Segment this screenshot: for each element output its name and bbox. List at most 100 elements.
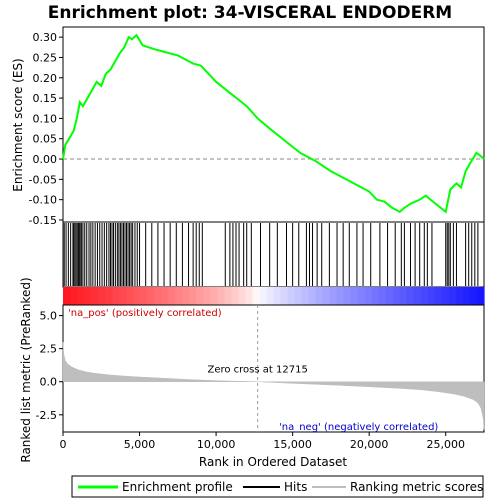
metric-panel: -2.5 0.0 2.5 5.0 Zero cross at 12715 'na_po…: [36, 304, 485, 433]
es-panel-frame: [62, 26, 485, 223]
band-segment: [112, 287, 120, 305]
band-segment: [231, 287, 240, 305]
es-tick-label: -0.10: [29, 194, 57, 207]
metric-tick-label: 2.5: [40, 343, 58, 356]
band-segment: [357, 287, 366, 305]
band-segment: [413, 287, 422, 305]
band-segment: [448, 287, 457, 305]
band-segment: [210, 287, 218, 305]
band-segment: [252, 287, 261, 305]
band-segment: [105, 287, 113, 305]
es-tick-label: 0.05: [33, 133, 58, 146]
band-segment: [91, 287, 99, 305]
pos-correlated-label: 'na_pos' (positively correlated): [68, 308, 222, 319]
x-tick-label: 20,000: [350, 438, 389, 451]
band-segment: [343, 287, 352, 305]
band-segment: [175, 287, 183, 305]
band-segment: [196, 287, 204, 305]
es-tick-label: -0.05: [29, 173, 57, 186]
legend: Enrichment profile Hits Ranking metric s…: [71, 475, 484, 498]
legend-enrichment-profile-label: Enrichment profile: [122, 480, 233, 494]
band-segment: [98, 287, 106, 305]
band-segment: [63, 287, 71, 305]
es-tick-label: 0.25: [33, 51, 58, 64]
band-segment: [392, 287, 401, 305]
es-tick-label: 0.15: [33, 92, 58, 105]
band-segment: [434, 287, 443, 305]
band-segment: [140, 287, 148, 305]
band-segment: [469, 287, 478, 305]
hits-panel: [62, 221, 485, 288]
band-segment: [287, 287, 296, 305]
band-segment: [420, 287, 429, 305]
x-axis-label: Rank in Ordered Dataset: [199, 455, 347, 469]
metric-y-axis-label: Ranked list metric (PreRanked): [19, 277, 33, 462]
band-segment: [273, 287, 282, 305]
band-segment: [84, 287, 92, 305]
band-segment: [385, 287, 394, 305]
band-segment: [441, 287, 450, 305]
band-segment: [217, 287, 225, 305]
x-tick-label: 10,000: [197, 438, 236, 451]
band-segment: [350, 287, 359, 305]
chart-title: Enrichment plot: 34-VISCERAL ENDODERM: [48, 3, 452, 23]
band-segment: [189, 287, 197, 305]
legend-ranking-metric-label: Ranking metric scores: [350, 480, 483, 494]
metric-tick-label: 0.0: [40, 376, 58, 389]
es-y-axis-label: Enrichment score (ES): [11, 58, 25, 191]
es-panel: -0.15 -0.10 -0.05 0.00 0.05 0.10 0.15 0.20 0.25 0…: [29, 26, 485, 227]
es-tick-label: 0.00: [33, 153, 58, 166]
rank-color-band: [63, 287, 485, 305]
band-segment: [203, 287, 211, 305]
band-segment: [133, 287, 141, 305]
band-segment: [378, 287, 387, 305]
band-segment: [364, 287, 373, 305]
band-segment: [126, 287, 134, 305]
band-segment: [182, 287, 190, 305]
hits-panel-frame: [62, 221, 485, 288]
band-segment: [119, 287, 127, 305]
band-segment: [406, 287, 415, 305]
band-segment: [336, 287, 345, 305]
x-tick-label: 25,000: [426, 438, 465, 451]
band-segment: [154, 287, 162, 305]
band-segment: [266, 287, 275, 305]
band-segment: [399, 287, 408, 305]
band-segment: [280, 287, 289, 305]
band-segment: [147, 287, 155, 305]
band-segment: [476, 287, 485, 305]
band-segment: [224, 287, 232, 305]
band-segment: [322, 287, 331, 305]
x-tick-label: 15,000: [273, 438, 312, 451]
band-segment: [238, 287, 247, 305]
es-tick-label: -0.15: [29, 214, 57, 227]
neg-correlated-label: 'na_neg' (negatively correlated): [279, 422, 438, 433]
band-segment: [77, 287, 85, 305]
band-segment: [161, 287, 169, 305]
band-segment: [301, 287, 310, 305]
band-segment: [329, 287, 338, 305]
metric-tick-label: -2.5: [36, 409, 57, 422]
legend-hits-label: Hits: [284, 480, 307, 494]
band-segment: [455, 287, 464, 305]
band-segment: [294, 287, 303, 305]
band-segment: [245, 287, 254, 305]
band-segment: [168, 287, 176, 305]
band-segment: [371, 287, 380, 305]
zero-cross-label: Zero cross at 12715: [207, 365, 307, 376]
ranking-metric-area: [62, 342, 485, 430]
x-tick-label: 0: [60, 438, 67, 451]
band-segment: [427, 287, 436, 305]
es-tick-label: 0.10: [33, 112, 58, 125]
band-segment: [462, 287, 471, 305]
band-segment: [308, 287, 317, 305]
band-segment: [70, 287, 78, 305]
es-tick-label: 0.20: [33, 72, 58, 85]
band-segment: [315, 287, 324, 305]
x-tick-label: 5,000: [124, 438, 156, 451]
es-tick-label: 0.30: [33, 31, 58, 44]
metric-tick-label: 5.0: [40, 310, 58, 323]
band-segment: [259, 287, 268, 305]
metric-panel-frame: [62, 304, 485, 433]
